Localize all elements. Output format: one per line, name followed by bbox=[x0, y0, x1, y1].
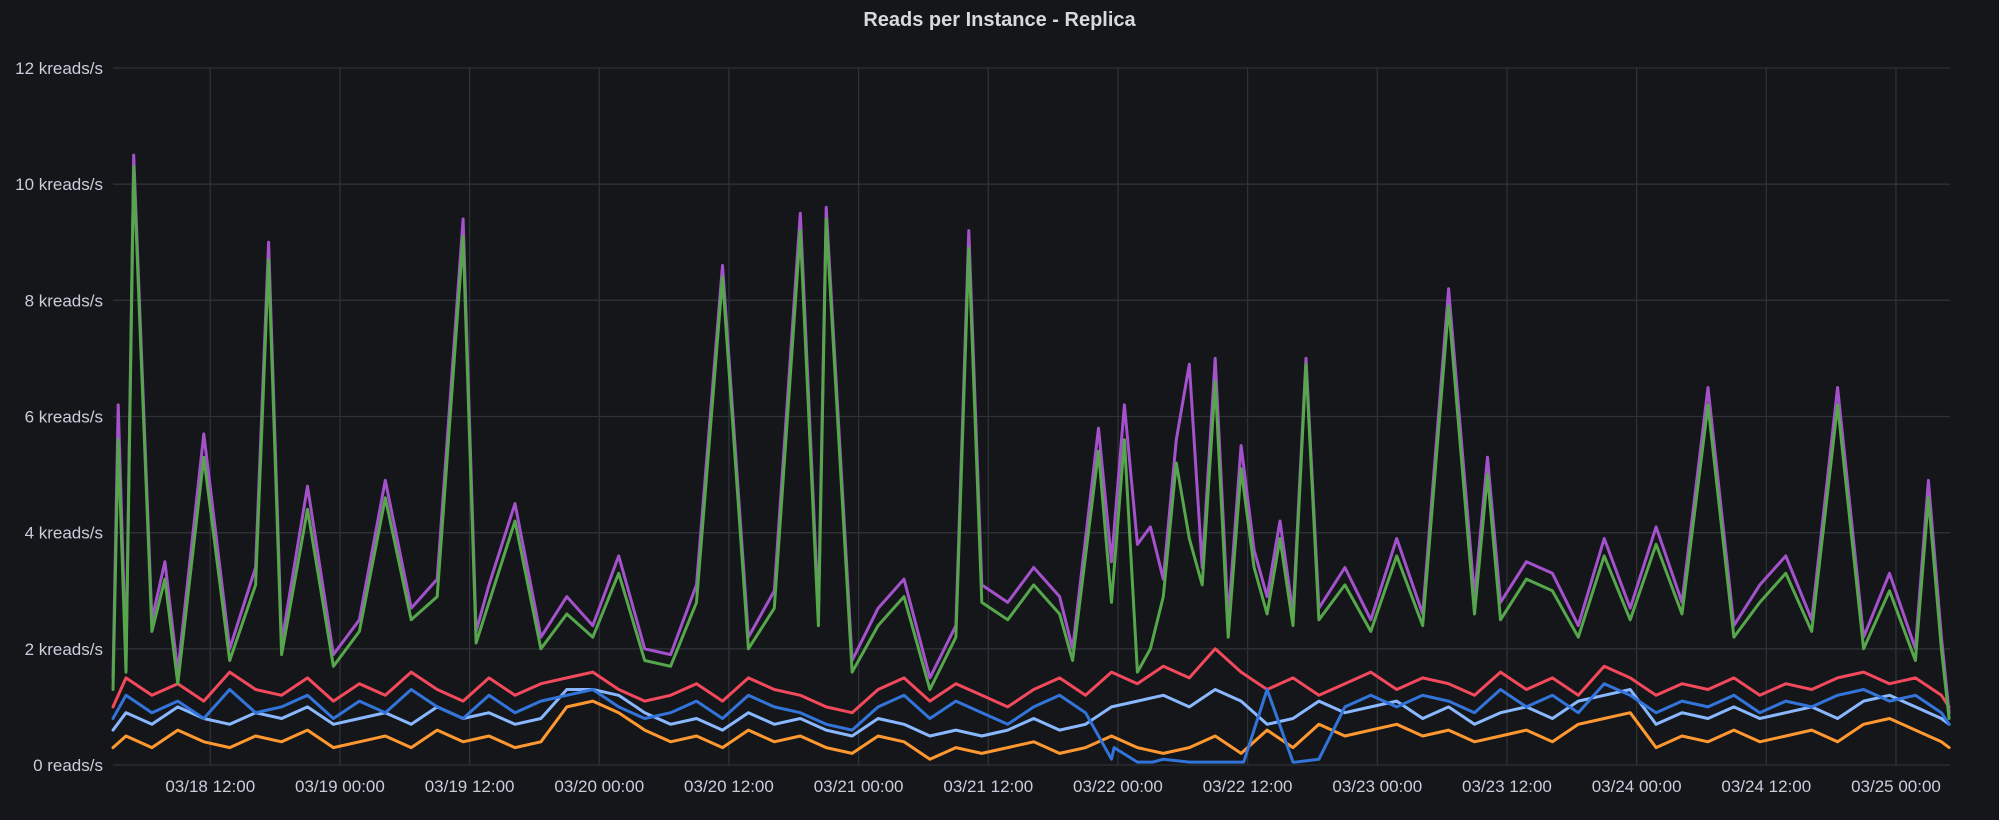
x-tick-label: 03/22 00:00 bbox=[1073, 777, 1163, 796]
x-tick-label: 03/19 00:00 bbox=[295, 777, 385, 796]
x-tick-label: 03/23 12:00 bbox=[1462, 777, 1552, 796]
x-tick-label: 03/23 00:00 bbox=[1332, 777, 1422, 796]
x-tick-label: 03/18 12:00 bbox=[165, 777, 255, 796]
series-lines bbox=[111, 153, 1951, 764]
series-line-5 bbox=[111, 153, 1951, 715]
y-tick-label: 6 kreads/s bbox=[25, 408, 103, 427]
x-tick-label: 03/20 12:00 bbox=[684, 777, 774, 796]
x-tick-label: 03/22 12:00 bbox=[1203, 777, 1293, 796]
x-tick-label: 03/25 00:00 bbox=[1851, 777, 1941, 796]
y-tick-label: 2 kreads/s bbox=[25, 640, 103, 659]
x-tick-label: 03/24 12:00 bbox=[1721, 777, 1811, 796]
series-line-2 bbox=[111, 647, 1951, 715]
series-line-3 bbox=[111, 688, 1951, 738]
y-axis-ticks: 0 reads/s 2 kreads/s 4 kreads/s 6 kreads/s 8… bbox=[15, 59, 103, 775]
x-tick-label: 03/21 12:00 bbox=[943, 777, 1033, 796]
x-tick-label: 03/19 12:00 bbox=[425, 777, 515, 796]
y-tick-label: 10 kreads/s bbox=[15, 175, 103, 194]
grid bbox=[113, 67, 1950, 766]
x-tick-label: 03/20 00:00 bbox=[554, 777, 644, 796]
series-line-6 bbox=[111, 165, 1951, 720]
y-tick-label: 8 kreads/s bbox=[25, 291, 103, 310]
x-axis-ticks: 03/18 12:00 03/19 00:00 03/19 12:00 03/20 0… bbox=[165, 777, 1941, 796]
series-line-4 bbox=[111, 682, 1951, 764]
y-tick-label: 0 reads/s bbox=[33, 756, 103, 775]
x-tick-label: 03/24 00:00 bbox=[1592, 777, 1682, 796]
chart-title: Reads per Instance - Replica bbox=[863, 9, 1136, 31]
series-line-1 bbox=[111, 699, 1951, 761]
y-tick-label: 12 kreads/s bbox=[15, 59, 103, 78]
y-tick-label: 4 kreads/s bbox=[25, 524, 103, 543]
x-tick-label: 03/21 00:00 bbox=[814, 777, 904, 796]
